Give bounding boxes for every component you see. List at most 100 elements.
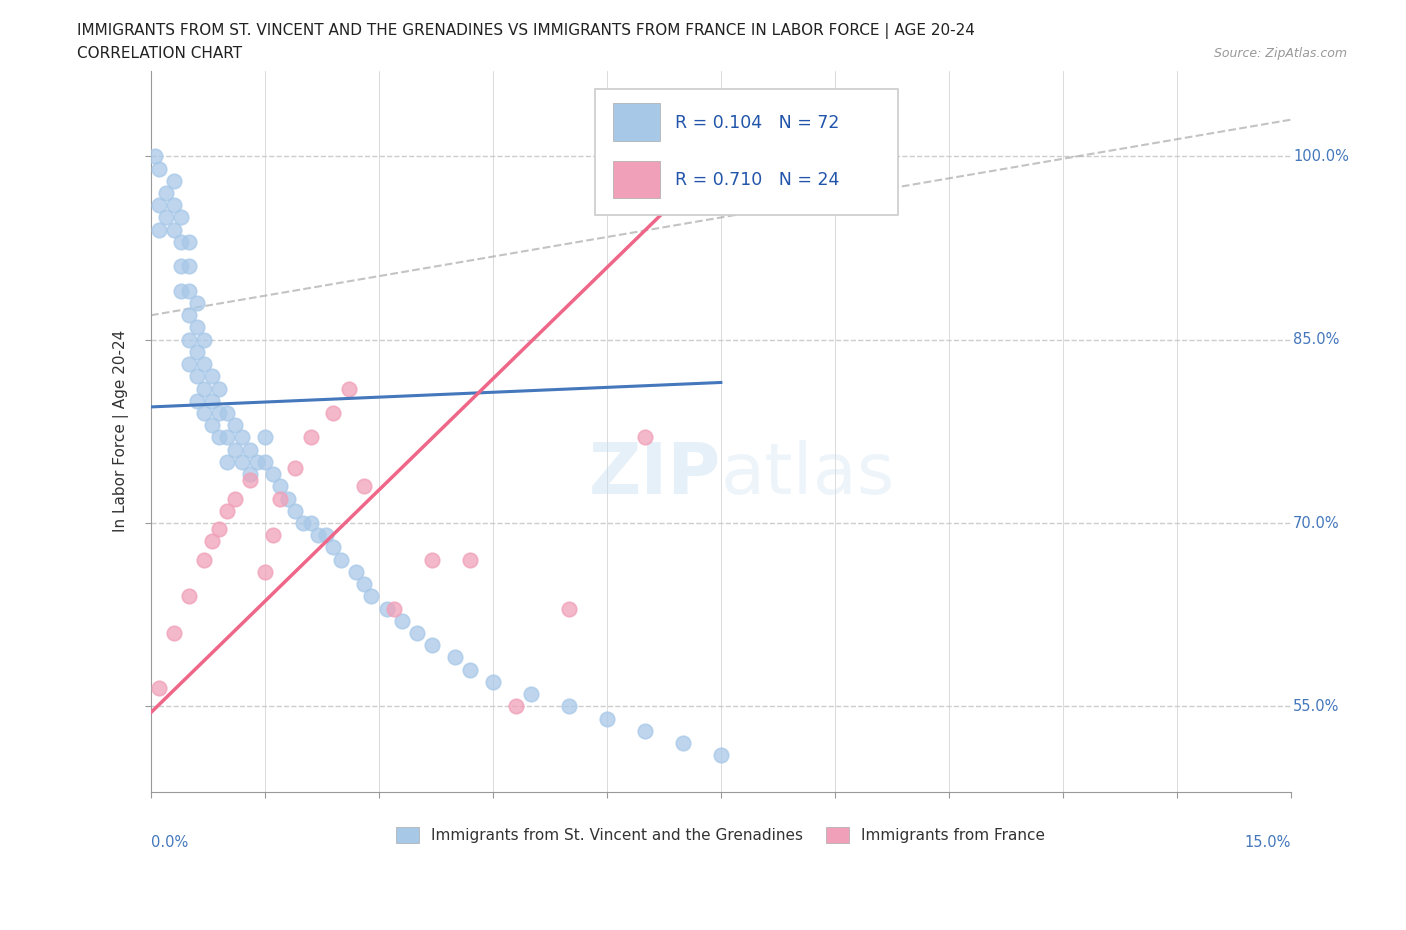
Point <box>672 736 695 751</box>
Text: R = 0.710   N = 24: R = 0.710 N = 24 <box>675 171 839 190</box>
Point <box>710 149 733 164</box>
Point <box>253 565 276 579</box>
FancyBboxPatch shape <box>613 103 661 140</box>
Point <box>322 540 344 555</box>
Point <box>186 344 208 359</box>
Point <box>201 393 224 408</box>
Point <box>215 405 238 420</box>
Point <box>277 491 299 506</box>
Point <box>155 210 177 225</box>
Point <box>315 528 337 543</box>
Text: ZIP: ZIP <box>589 440 721 509</box>
Point <box>307 528 329 543</box>
Point <box>458 662 481 677</box>
Point <box>520 686 543 701</box>
Point <box>299 515 322 530</box>
Point <box>284 460 307 475</box>
Text: 15.0%: 15.0% <box>1244 835 1291 850</box>
Point <box>148 681 170 696</box>
Point <box>262 467 284 482</box>
Point <box>193 381 215 396</box>
Point <box>558 601 581 616</box>
Text: 70.0%: 70.0% <box>1294 515 1340 530</box>
Text: 55.0%: 55.0% <box>1294 698 1340 714</box>
Point <box>177 332 200 347</box>
Point <box>215 503 238 518</box>
Point <box>253 455 276 470</box>
Point <box>148 198 170 213</box>
Y-axis label: In Labor Force | Age 20-24: In Labor Force | Age 20-24 <box>114 330 129 533</box>
Point <box>186 320 208 335</box>
Point <box>253 430 276 445</box>
Text: R = 0.104   N = 72: R = 0.104 N = 72 <box>675 113 839 132</box>
Point <box>353 577 375 591</box>
Text: Source: ZipAtlas.com: Source: ZipAtlas.com <box>1213 46 1347 60</box>
Point <box>215 455 238 470</box>
Point <box>215 430 238 445</box>
Point <box>148 161 170 176</box>
Point <box>201 534 224 549</box>
Point <box>710 748 733 763</box>
Point <box>177 357 200 372</box>
Point <box>360 589 382 604</box>
Point <box>284 503 307 518</box>
Point <box>444 650 467 665</box>
Point <box>155 186 177 201</box>
Point <box>208 430 231 445</box>
Point <box>201 418 224 432</box>
Point <box>170 234 193 249</box>
Point <box>170 284 193 299</box>
Point <box>239 472 262 487</box>
Point <box>269 479 291 494</box>
Point <box>291 515 314 530</box>
Point <box>177 589 200 604</box>
Text: CORRELATION CHART: CORRELATION CHART <box>77 46 242 61</box>
Point <box>322 405 344 420</box>
Point <box>177 259 200 273</box>
Point <box>224 443 246 458</box>
Text: 100.0%: 100.0% <box>1294 149 1348 164</box>
Point <box>224 418 246 432</box>
Point <box>634 430 657 445</box>
Point <box>170 259 193 273</box>
Point <box>337 381 360 396</box>
Point <box>391 614 413 629</box>
Point <box>458 552 481 567</box>
Point <box>482 674 505 689</box>
Text: atlas: atlas <box>721 440 896 509</box>
Point <box>163 173 186 188</box>
Point <box>143 149 166 164</box>
Point <box>208 405 231 420</box>
Point <box>382 601 405 616</box>
Legend: Immigrants from St. Vincent and the Grenadines, Immigrants from France: Immigrants from St. Vincent and the Gren… <box>389 821 1052 849</box>
Point <box>177 308 200 323</box>
Point <box>186 393 208 408</box>
Point <box>353 479 375 494</box>
Point <box>186 296 208 311</box>
Point <box>246 455 269 470</box>
Point <box>208 522 231 537</box>
Point <box>239 443 262 458</box>
Point <box>375 601 398 616</box>
Point <box>193 357 215 372</box>
Point <box>163 626 186 641</box>
Point <box>262 528 284 543</box>
Point <box>558 699 581 714</box>
FancyBboxPatch shape <box>613 161 661 198</box>
Point <box>177 284 200 299</box>
Text: IMMIGRANTS FROM ST. VINCENT AND THE GRENADINES VS IMMIGRANTS FROM FRANCE IN LABO: IMMIGRANTS FROM ST. VINCENT AND THE GREN… <box>77 23 976 39</box>
Point <box>148 222 170 237</box>
Point <box>186 369 208 384</box>
Point <box>224 491 246 506</box>
Point <box>193 405 215 420</box>
Point <box>420 638 443 653</box>
Point <box>344 565 367 579</box>
Point <box>201 369 224 384</box>
Point <box>420 552 443 567</box>
Point <box>231 430 253 445</box>
Point <box>193 552 215 567</box>
Point <box>231 455 253 470</box>
Point <box>505 699 527 714</box>
Point <box>329 552 352 567</box>
Point <box>239 467 262 482</box>
